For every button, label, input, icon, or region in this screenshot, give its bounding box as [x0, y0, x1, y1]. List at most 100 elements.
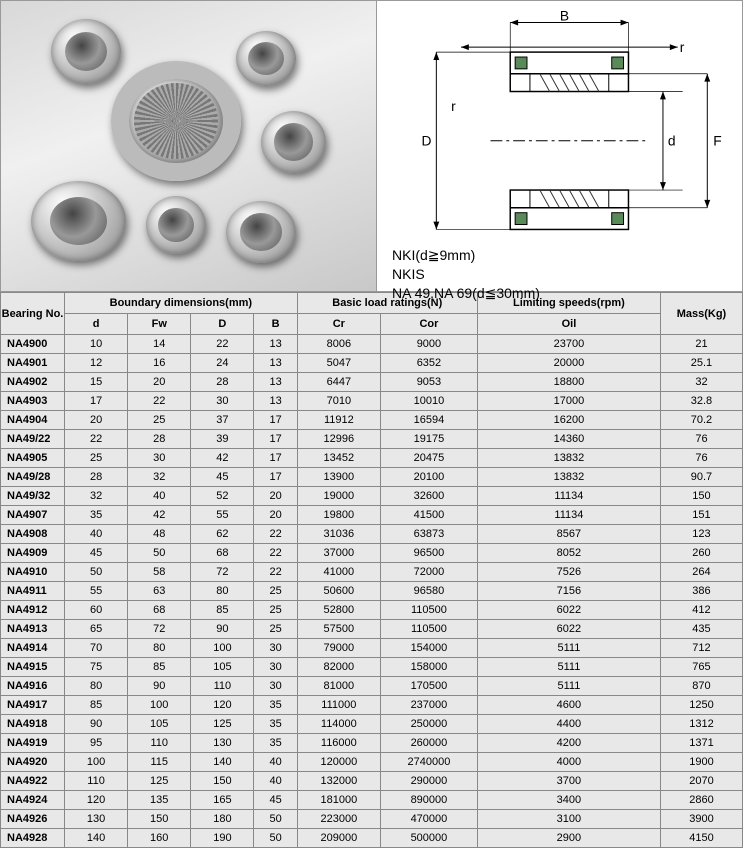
spec-table: Bearing No. Boundary dimensions(mm) Basi…	[0, 292, 743, 848]
col-boundary: Boundary dimensions(mm)	[65, 293, 298, 314]
table-cell: 37000	[297, 544, 380, 563]
table-cell: 28	[191, 373, 254, 392]
table-cell: 14	[128, 335, 191, 354]
table-cell: 32	[65, 487, 128, 506]
table-cell: 2900	[477, 829, 660, 848]
table-row: NA492010011514040120000274000040001900	[1, 753, 743, 772]
table-cell: NA49/32	[1, 487, 65, 506]
table-cell: NA4905	[1, 449, 65, 468]
table-cell: 5111	[477, 677, 660, 696]
table-cell: NA4915	[1, 658, 65, 677]
table-cell: 150	[660, 487, 742, 506]
table-row: NA49/3232405220190003260011134150	[1, 487, 743, 506]
table-cell: 40	[254, 772, 297, 791]
table-cell: 40	[65, 525, 128, 544]
table-cell: NA4904	[1, 411, 65, 430]
table-cell: 765	[660, 658, 742, 677]
table-cell: 3700	[477, 772, 660, 791]
table-cell: 4200	[477, 734, 660, 753]
table-cell: 140	[65, 829, 128, 848]
table-cell: NA4902	[1, 373, 65, 392]
table-cell: 22	[254, 563, 297, 582]
table-cell: 20	[65, 411, 128, 430]
table-row: NA490735425520198004150011134151	[1, 506, 743, 525]
dim-label-r: r	[451, 99, 456, 114]
table-cell: 16594	[381, 411, 478, 430]
table-cell: 30	[128, 449, 191, 468]
table-cell: 105	[191, 658, 254, 677]
table-cell: 5047	[297, 354, 380, 373]
table-cell: 9000	[381, 335, 478, 354]
table-cell: 11134	[477, 487, 660, 506]
table-cell: 20	[254, 506, 297, 525]
table-cell: 1312	[660, 715, 742, 734]
table-cell: 25	[254, 601, 297, 620]
table-cell: 470000	[381, 810, 478, 829]
table-cell: 181000	[297, 791, 380, 810]
table-cell: 57500	[297, 620, 380, 639]
table-cell: 40	[254, 753, 297, 772]
table-cell: 100	[191, 639, 254, 658]
diagram-label-na: NA 49.NA 69(d≦30mm)	[392, 284, 727, 303]
table-cell: 110	[65, 772, 128, 791]
table-cell: 237000	[381, 696, 478, 715]
table-cell: NA4910	[1, 563, 65, 582]
table-cell: 52800	[297, 601, 380, 620]
table-cell: 130	[191, 734, 254, 753]
table-cell: 8006	[297, 335, 380, 354]
col-bearing-no: Bearing No.	[1, 293, 65, 335]
table-cell: 30	[254, 639, 297, 658]
table-cell: 25	[65, 449, 128, 468]
table-cell: 260	[660, 544, 742, 563]
table-cell: 20	[128, 373, 191, 392]
table-cell: 20475	[381, 449, 478, 468]
product-photo	[1, 1, 377, 291]
col-fw: Fw	[128, 314, 191, 335]
table-cell: 13832	[477, 449, 660, 468]
table-cell: 13	[254, 373, 297, 392]
table-cell: 30	[254, 677, 297, 696]
table-cell: 50600	[297, 582, 380, 601]
col-oil: Oil	[477, 314, 660, 335]
table-cell: 39	[191, 430, 254, 449]
table-cell: 76	[660, 430, 742, 449]
table-cell: 70.2	[660, 411, 742, 430]
table-cell: 82000	[297, 658, 380, 677]
table-cell: 120	[65, 791, 128, 810]
table-cell: 90	[191, 620, 254, 639]
table-cell: 386	[660, 582, 742, 601]
table-cell: 290000	[381, 772, 478, 791]
table-cell: 22	[128, 392, 191, 411]
table-cell: 4600	[477, 696, 660, 715]
table-cell: NA4911	[1, 582, 65, 601]
table-cell: 80	[128, 639, 191, 658]
table-row: NA490215202813644790531880032	[1, 373, 743, 392]
table-cell: 9053	[381, 373, 478, 392]
table-cell: 6022	[477, 601, 660, 620]
table-cell: 11134	[477, 506, 660, 525]
table-cell: 90.7	[660, 468, 742, 487]
table-cell: 45	[254, 791, 297, 810]
table-cell: 25	[254, 582, 297, 601]
table-cell: 25	[128, 411, 191, 430]
table-cell: 48	[128, 525, 191, 544]
dim-label-r: r	[680, 40, 685, 55]
table-cell: 17	[254, 430, 297, 449]
table-cell: 68	[191, 544, 254, 563]
table-cell: 25	[254, 620, 297, 639]
table-row: NA49241201351654518100089000034002860	[1, 791, 743, 810]
table-cell: 17	[254, 449, 297, 468]
table-cell: NA4917	[1, 696, 65, 715]
table-row: NA4919951101303511600026000042001371	[1, 734, 743, 753]
table-cell: 72	[128, 620, 191, 639]
table-cell: 125	[128, 772, 191, 791]
table-cell: 712	[660, 639, 742, 658]
table-cell: 264	[660, 563, 742, 582]
table-cell: 13	[254, 335, 297, 354]
table-cell: 100	[65, 753, 128, 772]
table-cell: NA4900	[1, 335, 65, 354]
table-cell: 12996	[297, 430, 380, 449]
table-cell: 151	[660, 506, 742, 525]
table-cell: 17	[254, 411, 297, 430]
table-cell: 20000	[477, 354, 660, 373]
